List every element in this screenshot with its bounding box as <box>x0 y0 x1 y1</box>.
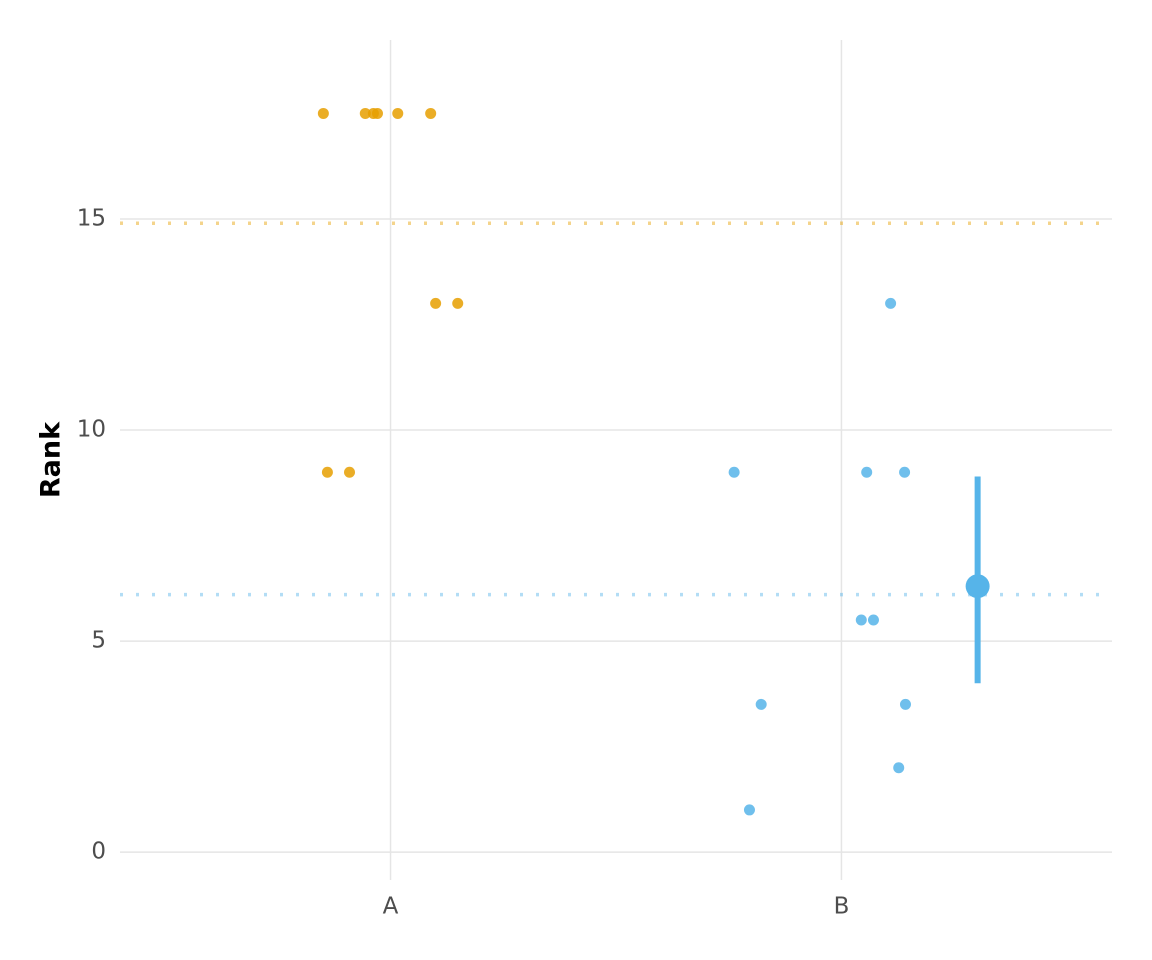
y-tick-label: 5 <box>91 628 106 654</box>
point <box>861 466 873 478</box>
x-tick-label: A <box>383 894 399 920</box>
point <box>430 297 442 309</box>
y-tick-label: 0 <box>91 839 106 865</box>
point <box>452 297 464 309</box>
point <box>743 804 755 816</box>
point <box>359 107 371 119</box>
point <box>899 466 911 478</box>
point <box>755 698 767 710</box>
y-tick-label: 10 <box>77 417 106 443</box>
point <box>885 297 897 309</box>
point <box>371 107 383 119</box>
point <box>317 107 329 119</box>
point <box>728 466 740 478</box>
point <box>321 466 333 478</box>
point <box>344 466 356 478</box>
point <box>392 107 404 119</box>
point <box>855 614 867 626</box>
point <box>425 107 437 119</box>
y-axis-label: Rank <box>36 421 67 498</box>
point <box>867 614 879 626</box>
point <box>893 762 905 774</box>
x-tick-label: B <box>834 894 850 920</box>
y-tick-label: 15 <box>77 205 106 231</box>
point <box>899 698 911 710</box>
summary-point <box>965 574 990 599</box>
